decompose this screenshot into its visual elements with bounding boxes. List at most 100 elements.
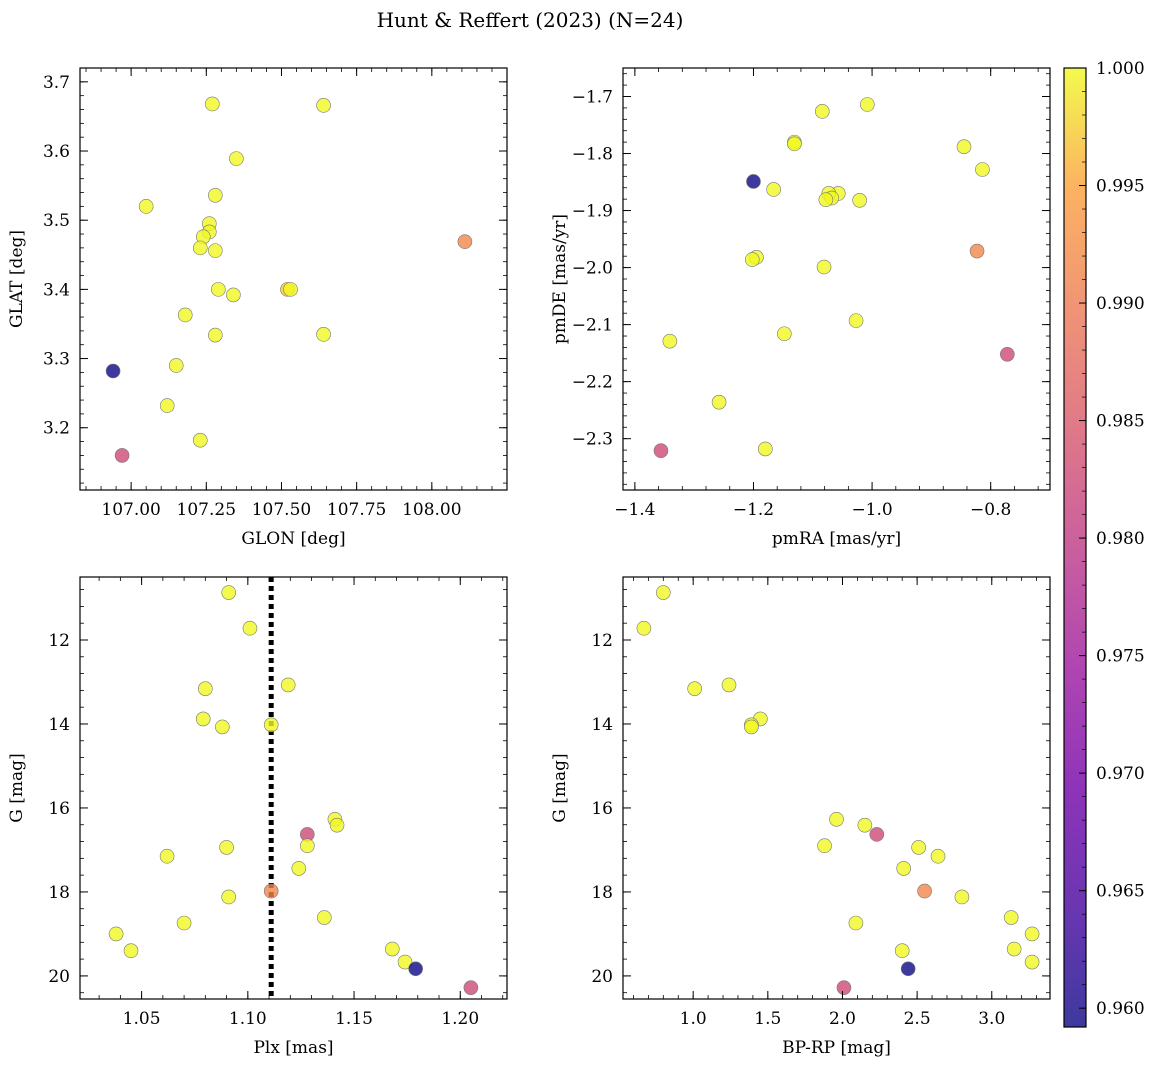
data-point bbox=[787, 136, 802, 152]
y-tick-label: 12 bbox=[48, 631, 70, 651]
data-point bbox=[176, 915, 192, 931]
x-tick-label: 107.75 bbox=[327, 500, 386, 520]
y-tick-label: 3.7 bbox=[43, 73, 70, 93]
data-point bbox=[408, 961, 423, 977]
x-tick-label: 1.0 bbox=[680, 1009, 707, 1029]
data-point bbox=[711, 394, 727, 410]
x-tick-label: −1.4 bbox=[614, 500, 655, 520]
data-point bbox=[894, 943, 910, 959]
points bbox=[108, 585, 479, 995]
data-point bbox=[814, 104, 830, 119]
y-tick-label: −1.9 bbox=[572, 202, 613, 222]
colorbar-tick-label: 0.980 bbox=[1096, 529, 1145, 549]
data-point bbox=[1024, 926, 1040, 942]
x-axis-label: BP-RP [mag] bbox=[782, 1038, 891, 1058]
data-point bbox=[300, 838, 315, 854]
data-point bbox=[397, 954, 413, 970]
x-axis-label: GLON [deg] bbox=[241, 529, 345, 549]
data-point bbox=[758, 441, 773, 457]
data-point bbox=[1006, 941, 1022, 957]
data-point bbox=[283, 282, 298, 297]
y-tick-label: −2.3 bbox=[572, 430, 613, 450]
data-point bbox=[168, 358, 184, 373]
data-point bbox=[208, 243, 223, 258]
y-tick-label: 12 bbox=[591, 631, 613, 651]
data-point bbox=[219, 840, 234, 855]
data-point bbox=[816, 259, 832, 275]
axes-frame bbox=[79, 67, 508, 491]
panel-3: 1.05 1.10 1.15 1.20 12 14 16 18 20 Plx [mas] G [ma… bbox=[7, 576, 508, 1058]
y-tick-label: −2.1 bbox=[572, 316, 613, 336]
x-tick-label: 2.0 bbox=[829, 1009, 856, 1029]
y-tick-label: 3.2 bbox=[43, 419, 70, 439]
data-point bbox=[777, 326, 792, 342]
data-point bbox=[208, 327, 223, 343]
data-point bbox=[860, 97, 875, 112]
data-point bbox=[221, 889, 237, 905]
x-tick-label: 1.05 bbox=[123, 1009, 161, 1029]
colorbar-tick-label: 0.990 bbox=[1096, 294, 1145, 314]
data-point bbox=[329, 817, 345, 833]
y-axis-label: G [mag] bbox=[7, 753, 27, 822]
y-axis-label: GLAT [deg] bbox=[7, 230, 27, 328]
y-tick-label: −1.7 bbox=[572, 88, 613, 108]
data-point bbox=[195, 711, 211, 727]
data-point bbox=[280, 677, 296, 693]
points bbox=[105, 96, 473, 463]
points bbox=[636, 585, 1040, 995]
y-tick-label: 3.4 bbox=[43, 280, 70, 300]
x-tick-label: 107.25 bbox=[177, 500, 236, 520]
data-point bbox=[662, 333, 678, 349]
x-tick-label: 107.50 bbox=[252, 500, 311, 520]
data-point bbox=[198, 681, 213, 696]
data-point bbox=[123, 943, 139, 959]
axes-frame bbox=[622, 576, 1051, 1000]
y-tick-label: 20 bbox=[48, 967, 70, 987]
data-point bbox=[105, 363, 121, 379]
panel-1: 107.00 107.25 107.50 107.75 108.00 3.2 3.3 3.4 3… bbox=[7, 67, 508, 549]
x-tick-label: 3.0 bbox=[978, 1009, 1005, 1029]
data-point bbox=[108, 926, 124, 942]
x-tick-label: −1.2 bbox=[733, 500, 774, 520]
data-point bbox=[211, 282, 226, 297]
y-tick-label: 3.6 bbox=[43, 142, 70, 162]
data-point bbox=[687, 681, 702, 696]
y-tick-label: 18 bbox=[48, 883, 70, 903]
y-tick-label: 16 bbox=[591, 799, 613, 819]
data-point bbox=[848, 915, 864, 931]
x-tick-label: 1.15 bbox=[335, 1009, 373, 1029]
x-axis-label: pmRA [mas/yr] bbox=[772, 529, 901, 549]
data-point bbox=[114, 448, 130, 463]
x-tick-label: −0.8 bbox=[970, 500, 1011, 520]
x-axis-label: Plx [mas] bbox=[253, 1038, 333, 1058]
x-tick-label: 107.00 bbox=[101, 500, 160, 520]
data-point bbox=[999, 346, 1015, 362]
data-point bbox=[316, 98, 331, 113]
data-point bbox=[159, 398, 175, 413]
data-point bbox=[829, 811, 844, 827]
x-tick-label: 108.00 bbox=[402, 500, 461, 520]
axes-frame bbox=[79, 576, 508, 1000]
colorbar: 0.960 0.965 0.970 0.975 0.980 0.985 0.990 0.995… bbox=[1063, 59, 1145, 1028]
y-axis-label: G [mag] bbox=[550, 753, 570, 822]
data-point bbox=[969, 243, 985, 259]
data-point bbox=[457, 234, 473, 249]
data-point bbox=[263, 883, 279, 899]
x-tick-label: 1.5 bbox=[754, 1009, 781, 1029]
data-point bbox=[817, 838, 832, 854]
data-point bbox=[208, 187, 223, 203]
colorbar-tick-label: 1.000 bbox=[1096, 59, 1145, 79]
data-point bbox=[1024, 954, 1040, 970]
figure-title: Hunt & Reffert (2023) (N=24) bbox=[377, 8, 684, 32]
data-point bbox=[317, 910, 332, 925]
colorbar-tick-label: 0.965 bbox=[1096, 882, 1145, 902]
colorbar-tick-label: 0.985 bbox=[1096, 412, 1145, 432]
data-point bbox=[1003, 910, 1019, 925]
colorbar-tick-label: 0.995 bbox=[1096, 177, 1145, 197]
points bbox=[653, 97, 1015, 458]
data-point bbox=[721, 677, 737, 693]
data-point bbox=[159, 848, 175, 864]
data-point bbox=[463, 980, 479, 995]
data-point bbox=[192, 432, 208, 448]
y-tick-label: 3.5 bbox=[43, 211, 70, 231]
